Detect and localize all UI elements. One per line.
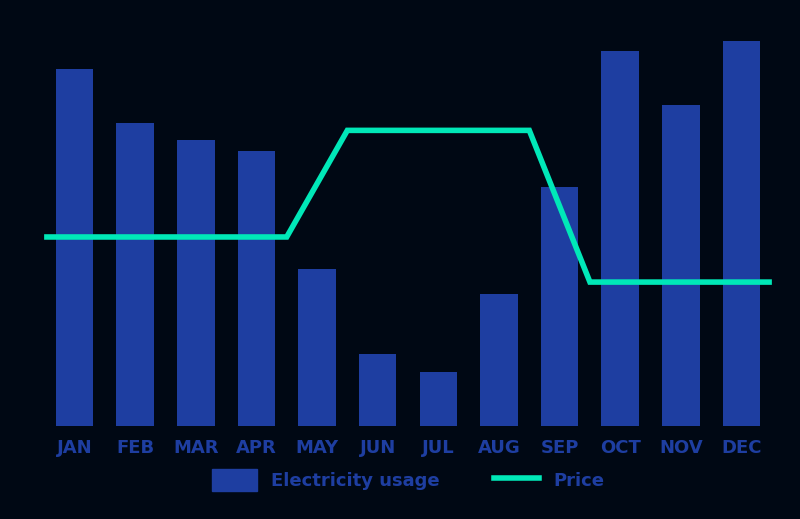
Bar [541, 187, 578, 426]
Bar [177, 140, 214, 426]
Bar [359, 354, 397, 426]
Bar [722, 40, 760, 426]
Legend: Electricity usage, Price: Electricity usage, Price [204, 462, 612, 499]
Bar [602, 51, 639, 426]
Bar [116, 122, 154, 426]
Bar [662, 105, 700, 426]
Bar [56, 69, 94, 426]
Bar [298, 269, 336, 426]
Bar [238, 151, 275, 426]
Bar [480, 294, 518, 426]
Bar [419, 372, 457, 426]
